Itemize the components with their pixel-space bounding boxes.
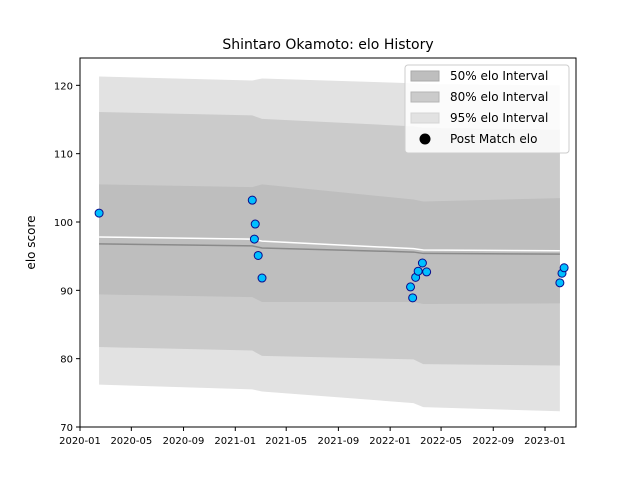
legend-swatch (410, 70, 440, 82)
legend: 50% elo Interval 80% elo Interval 95% elo … (404, 64, 570, 154)
legend-label: 50% elo Interval (450, 69, 548, 83)
post-match-point (257, 273, 267, 283)
x-tick-label: 2022-09 (472, 436, 514, 447)
post-match-points (94, 195, 569, 303)
rating-lines (99, 236, 560, 255)
post-match-point (408, 293, 418, 303)
legend-swatch (410, 91, 440, 103)
legend-label: 95% elo Interval (450, 111, 548, 125)
y-axis-label: elo score (24, 215, 38, 269)
legend-marker (419, 133, 431, 145)
post-match-point (247, 195, 257, 205)
post-match-point (422, 267, 432, 277)
post-match-point (417, 258, 427, 268)
x-tick-label: 2020-09 (163, 436, 205, 447)
x-tick-label: 2020-01 (59, 436, 101, 447)
post-match-point (250, 219, 260, 229)
legend-label: 80% elo Interval (450, 90, 548, 104)
plot-frame (79, 57, 577, 428)
legend-swatch (410, 112, 440, 124)
y-tick-label: 90 (60, 286, 73, 297)
legend-label: Post Match elo (450, 132, 537, 146)
post-match-point (94, 208, 104, 218)
mean-elo-line (99, 243, 560, 255)
post-match-point (249, 234, 259, 244)
x-tick-label: 2022-01 (369, 436, 411, 447)
y-tick-label: 80 (60, 355, 73, 366)
x-tick-label: 2021-05 (265, 436, 307, 447)
post-match-point (253, 250, 263, 260)
y-tick-label: 110 (54, 150, 73, 161)
x-tick-label: 2022-05 (420, 436, 462, 447)
y-axis-ticks: 70 80 90 100 110 120 (54, 81, 80, 434)
y-tick-label: 100 (54, 218, 73, 229)
x-axis-ticks: 2020-01 2020-05 2020-09 2021-01 2021-05 2021-… (59, 427, 566, 447)
legend-box (404, 64, 570, 154)
x-tick-label: 2020-05 (110, 436, 152, 447)
post-match-point (406, 282, 416, 292)
post-match-point (559, 263, 569, 273)
median-elo-line (99, 236, 560, 252)
post-match-point (413, 266, 423, 276)
y-tick-label: 70 (60, 423, 73, 434)
y-tick-label: 120 (54, 81, 73, 92)
chart-title: Shintaro Okamoto: elo History (222, 37, 433, 53)
x-tick-label: 2021-01 (214, 436, 256, 447)
x-tick-label: 2023-01 (524, 436, 566, 447)
post-match-point (555, 278, 565, 288)
x-tick-label: 2021-09 (317, 436, 359, 447)
